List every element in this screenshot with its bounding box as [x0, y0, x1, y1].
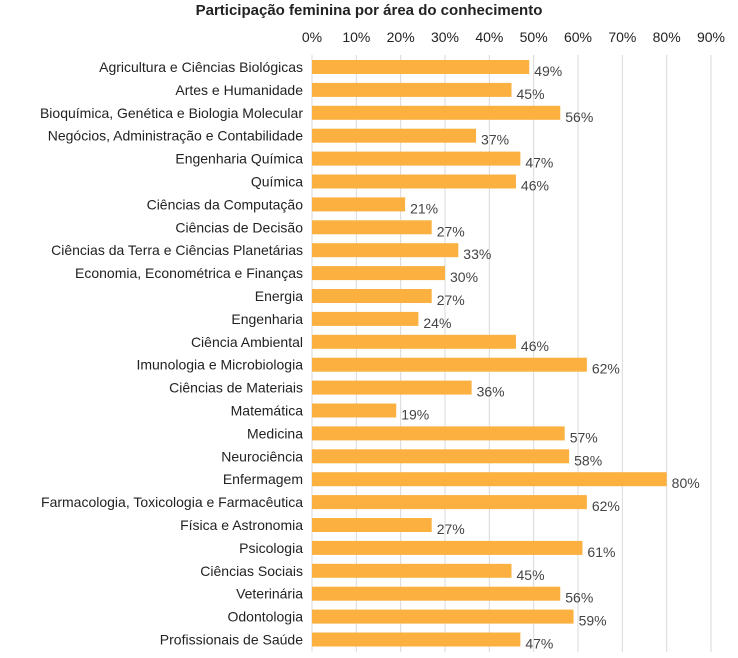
bar [312, 472, 667, 487]
category-label: Matemática [231, 403, 304, 419]
grid-lines [311, 55, 712, 652]
x-tick-label: 40% [475, 29, 503, 45]
bar [312, 220, 432, 235]
x-tick-label: 10% [342, 29, 370, 45]
x-tick-label: 0% [302, 29, 322, 45]
category-label: Enfermagem [223, 471, 303, 487]
bar [312, 311, 419, 326]
bar [312, 174, 516, 189]
category-label: Ciências da Computação [147, 196, 304, 212]
bar [312, 266, 445, 281]
data-label: 56% [565, 109, 593, 125]
data-label: 27% [437, 521, 465, 537]
data-label: 56% [565, 590, 593, 606]
bar [312, 128, 477, 143]
bar [312, 197, 406, 212]
bar [312, 380, 472, 395]
category-label: Ciência Ambiental [191, 334, 303, 350]
category-label: Energia [255, 288, 303, 304]
category-label: Ciências de Materiais [169, 380, 303, 396]
data-label: 27% [437, 292, 465, 308]
category-label: Ciências de Decisão [175, 219, 303, 235]
data-label: 45% [517, 567, 545, 583]
x-axis-ticks: 0% 10% 20% 30% 40% 50% 60% 70% 80% 90% [302, 29, 725, 45]
data-label: 61% [587, 544, 615, 560]
bar [312, 334, 516, 349]
category-label: Agricultura e Ciências Biológicas [99, 59, 303, 75]
category-labels: Agricultura e Ciências Biológicas Artes e… [40, 59, 303, 648]
data-label: 57% [570, 429, 598, 445]
bar [312, 243, 459, 258]
category-label: Veterinária [236, 586, 303, 602]
category-label: Neurociência [221, 448, 303, 464]
data-label: 27% [437, 223, 465, 239]
bar [312, 426, 565, 441]
bar [312, 151, 521, 166]
data-label: 62% [592, 498, 620, 514]
bar [312, 60, 530, 74]
bar [312, 586, 561, 601]
data-label: 80% [672, 475, 700, 491]
bar [312, 289, 432, 303]
x-tick-label: 50% [520, 29, 548, 45]
data-label: 45% [517, 86, 545, 102]
bar [312, 609, 574, 624]
category-label: Engenharia [231, 311, 303, 327]
x-tick-label: 30% [431, 29, 459, 45]
category-label: Economia, Econométrica e Finanças [75, 265, 303, 281]
data-label: 46% [521, 178, 549, 194]
bar [312, 632, 521, 647]
category-label: Imunologia e Microbiologia [136, 357, 303, 373]
data-label: 58% [574, 452, 602, 468]
category-label: Química [251, 174, 303, 190]
bar [312, 105, 561, 120]
category-label: Bioquímica, Genética e Biologia Molecula… [40, 105, 303, 121]
x-tick-label: 70% [608, 29, 636, 45]
x-tick-label: 60% [564, 29, 592, 45]
category-label: Ciências da Terra e Ciências Planetárias [51, 242, 303, 258]
data-label: 59% [579, 613, 607, 629]
data-label: 30% [450, 269, 478, 285]
category-label: Negócios, Administração e Contabilidade [48, 128, 303, 144]
x-tick-label: 80% [653, 29, 681, 45]
bars [312, 60, 667, 647]
data-label: 47% [525, 636, 553, 652]
category-label: Psicologia [239, 540, 303, 556]
chart-title: Participação feminina por área do conhec… [195, 2, 543, 19]
bar [312, 449, 570, 464]
category-label: Farmacologia, Toxicologia e Farmacêutica [41, 494, 303, 510]
data-label: 33% [463, 246, 491, 262]
category-label: Engenharia Química [175, 151, 303, 167]
category-label: Artes e Humanidade [175, 82, 303, 98]
category-label: Profissionais de Saúde [160, 632, 303, 648]
data-labels: 49% 45% 56% 37% 47% 46% 21% 27% 33% 30% 27% 24% 46% 6… [401, 63, 699, 652]
data-label: 62% [592, 361, 620, 377]
category-label: Física e Astronomia [180, 517, 303, 533]
bar [312, 403, 397, 418]
bar [312, 495, 587, 510]
category-label: Odontologia [227, 609, 303, 625]
bar [312, 82, 512, 97]
category-label: Medicina [247, 425, 303, 441]
data-label: 21% [410, 200, 438, 216]
category-label: Ciências Sociais [200, 563, 303, 579]
data-label: 19% [401, 407, 429, 423]
bar [312, 518, 432, 532]
x-tick-label: 90% [697, 29, 725, 45]
bar [312, 563, 512, 578]
data-label: 49% [534, 63, 562, 79]
bar [312, 357, 587, 372]
data-label: 46% [521, 338, 549, 354]
bar [312, 540, 583, 555]
data-label: 24% [423, 315, 451, 331]
x-tick-label: 20% [387, 29, 415, 45]
data-label: 47% [525, 155, 553, 171]
data-label: 36% [477, 384, 505, 400]
data-label: 37% [481, 132, 509, 148]
